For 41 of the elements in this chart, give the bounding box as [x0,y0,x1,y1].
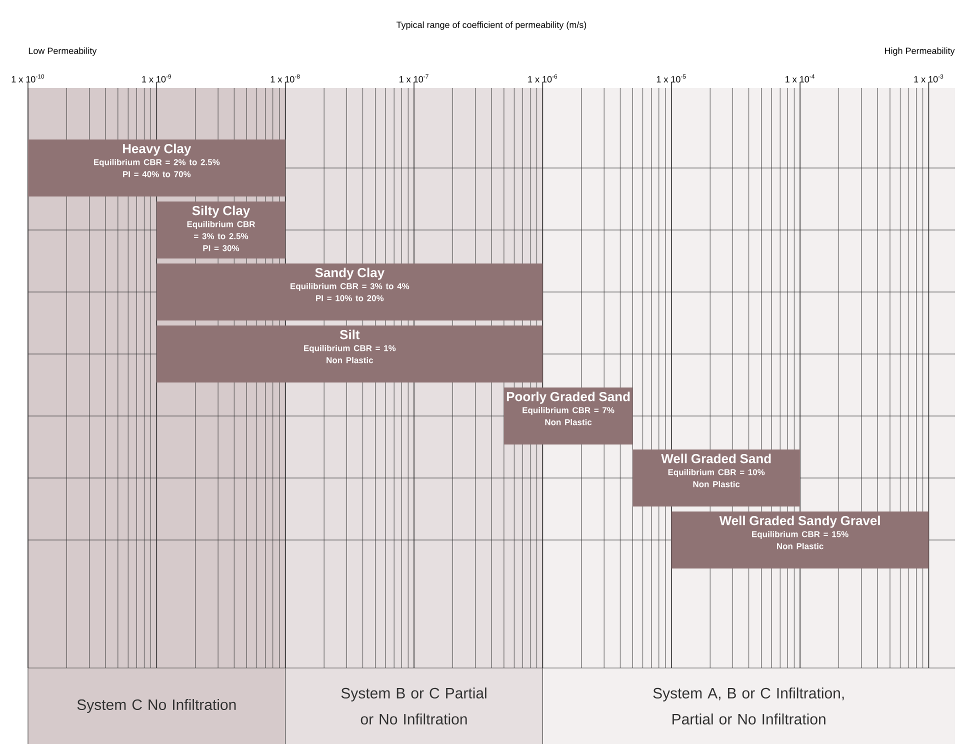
x-tick-label: 1 x 10$^{-8}$ [270,74,300,82]
band-label: System B or C Partial or No Infiltration [341,687,486,724]
annotation: Equilibrium CBR = 10% [668,468,765,477]
text: Low Permeability [28,47,97,56]
annotation: Equilibrium CBR = 1% [304,344,396,353]
chart-title: Typical range of coefficient of permeability (m/s) [396,21,586,30]
y-tick-label: Silty Clay [192,206,250,218]
annotation: PI = 10% to 20% [316,295,384,302]
y-tick-label: Well Graded Sand [661,454,771,464]
bar [28,139,286,196]
y-tick-label: Silt [340,330,360,340]
x-tick-label: 1 x 10$^{-4}$ [786,74,815,82]
bar [156,325,543,382]
x-tick-label: 1 x 10$^{-9}$ [142,74,172,82]
y-tick-label: Sandy Clay [315,268,385,280]
text: High Permeability [885,47,955,56]
annotation: Equilibrium CBR = 7% [522,406,614,415]
annotation: PI = 30% [203,245,240,252]
bar [156,201,286,258]
x-tick-label: 1 x 10$^{-7}$ [400,74,428,82]
annotation: PI = 40% to 70% [123,171,191,178]
x-tick-label: 1 x 10$^{-6}$ [528,74,558,82]
x-tick-label: 1 x 10$^{-10}$ [12,74,44,82]
y-tick-label: Poorly Graded Sand [506,392,630,404]
annotation: Non Plastic [776,542,824,550]
annotation: Equilibrium CBR = 15% [752,530,848,539]
y-tick-label: Well Graded Sandy Gravel [719,516,880,528]
annotation: Non Plastic [545,418,592,426]
annotation: Equilibrium CBR = 2% to 2.5% [94,158,220,167]
x-tick-label: 1 x 10$^{-5}$ [656,74,686,82]
annotation: Non Plastic [326,356,374,364]
band-label: System A, B or C Infiltration, Partial or No Infiltration [653,687,844,724]
x-tick-label: 1 x 10$^{-3}$ [914,74,944,82]
bar [671,511,929,568]
bar [632,449,800,506]
annotation: Equilibrium CBR = 3% to 2.5% [187,220,256,240]
annotation: Non Plastic [693,480,740,488]
band-label: System C No Infiltration [77,699,236,713]
annotation: Equilibrium CBR = 3% to 4% [290,282,410,291]
bar [156,263,543,320]
y-tick-label: Heavy Clay [122,144,192,156]
